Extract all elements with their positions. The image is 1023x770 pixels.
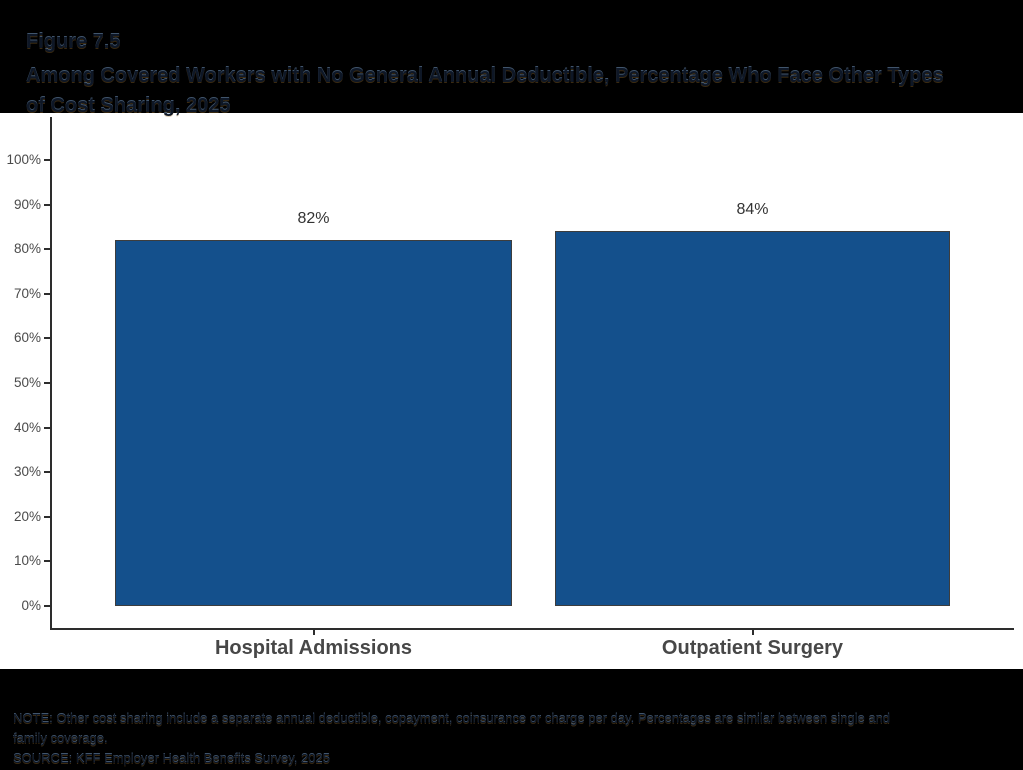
y-tick-mark <box>44 337 50 340</box>
x-axis-line <box>50 628 1014 630</box>
y-tick-mark <box>44 159 50 161</box>
y-tick-mark <box>44 248 50 251</box>
header-band: Figure 7.5 Among Covered Workers with No… <box>0 0 1023 117</box>
y-tick-label: 70% <box>13 285 41 301</box>
chart-note-line-2: family coverage. <box>13 731 108 746</box>
x-tick-mark <box>312 630 315 635</box>
y-tick-mark <box>44 471 50 474</box>
figure-label: Figure 7.5 <box>26 31 121 53</box>
x-tick-mark <box>751 630 754 635</box>
y-tick-label: 40% <box>13 419 41 435</box>
y-tick-label: 60% <box>13 330 41 346</box>
y-tick-label: 90% <box>13 196 41 212</box>
chart-title-line-1: Among Covered Workers with No General An… <box>26 65 944 87</box>
y-tick-label: 0% <box>21 598 41 613</box>
y-tick-label: 20% <box>13 508 41 524</box>
y-tick-mark <box>44 203 50 206</box>
chart-title: Among Covered Workers with No General An… <box>26 61 1016 121</box>
y-tick-mark <box>44 292 50 295</box>
category-label: Outpatient Surgery <box>661 637 844 659</box>
y-axis-line <box>50 117 52 630</box>
y-tick-mark <box>44 605 50 607</box>
bar-value-label: 84% <box>736 201 769 219</box>
y-tick-label: 50% <box>13 375 41 390</box>
bar-value-label: 82% <box>297 210 330 228</box>
bar-hospital-admissions <box>115 240 512 606</box>
footer-band: NOTE: Other cost sharing include a separ… <box>0 669 1023 770</box>
y-tick-label: 30% <box>13 464 41 480</box>
y-tick-label: 80% <box>13 241 41 257</box>
y-tick-mark <box>44 515 50 518</box>
y-tick-mark <box>44 382 50 384</box>
chart-title-line-2: of Cost Sharing, 2025 <box>26 95 231 117</box>
bar-outpatient-surgery <box>555 231 950 606</box>
category-label: Hospital Admissions <box>214 637 413 659</box>
y-tick-label: 10% <box>13 553 41 569</box>
chart-note: NOTE: Other cost sharing include a separ… <box>13 709 1013 749</box>
y-tick-mark <box>44 560 50 563</box>
y-tick-mark <box>44 426 50 429</box>
chart-note-line-1: NOTE: Other cost sharing include a separ… <box>13 711 891 726</box>
chart-source: SOURCE: KFF Employer Health Benefits Sur… <box>13 751 330 766</box>
y-tick-label: 100% <box>6 152 41 167</box>
